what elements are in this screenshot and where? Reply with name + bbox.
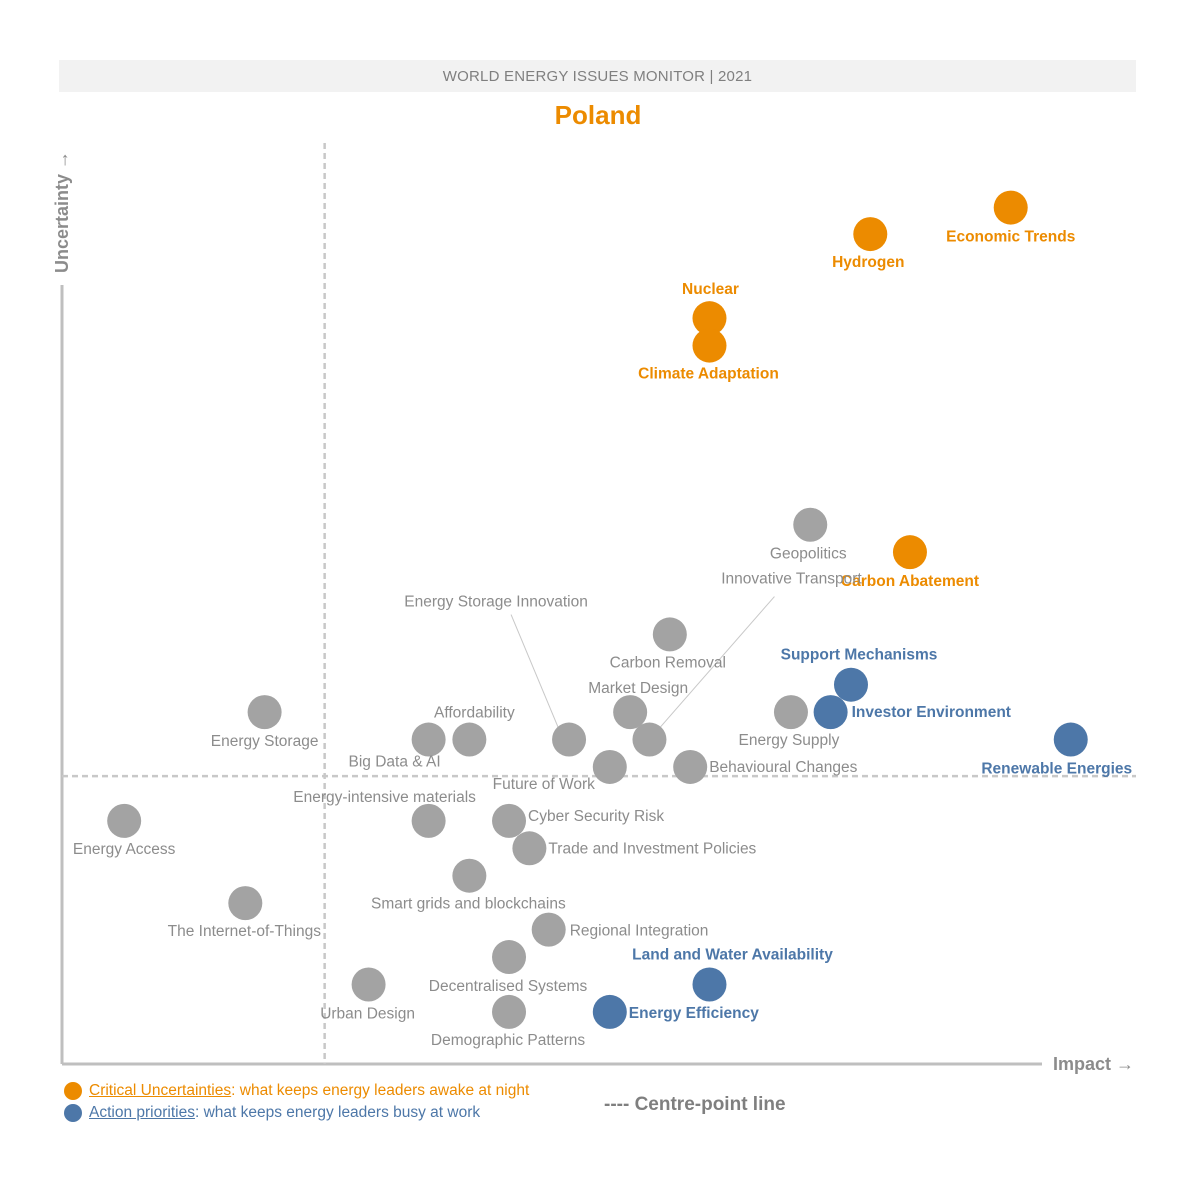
label-big-data-ai: Big Data & AI — [349, 754, 441, 771]
legend-action-marker — [64, 1104, 82, 1122]
legend-critical-marker — [64, 1082, 82, 1100]
label-economic-trends: Economic Trends — [946, 229, 1075, 246]
label-cyber-security-risk: Cyber Security Risk — [528, 808, 664, 825]
point-future-of-work — [592, 749, 627, 784]
legend-critical: Critical Uncertainties : what keeps ener… — [64, 1082, 529, 1100]
label-smart-grids-and-blockchains: Smart grids and blockchains — [371, 896, 566, 913]
point-investor-environment — [813, 695, 848, 730]
label-energy-intensive-materials: Energy-intensive materials — [293, 789, 476, 806]
report-banner: WORLD ENERGY ISSUES MONITOR | 2021 — [59, 60, 1136, 92]
point-land-and-water-availability — [692, 967, 727, 1002]
leader-innovative-transport — [649, 596, 775, 740]
point-carbon-removal — [652, 617, 687, 652]
legend-critical-text: : what keeps energy leaders awake at nig… — [231, 1082, 530, 1099]
x-axis-label: Impact → — [1053, 1054, 1134, 1074]
label-future-of-work: Future of Work — [493, 776, 595, 793]
label-nuclear: Nuclear — [682, 281, 739, 298]
label-urban-design: Urban Design — [320, 1005, 415, 1022]
leader-energy-storage-innovation — [510, 614, 560, 730]
point-smart-grids-and-blockchains — [452, 858, 487, 893]
point-energy-storage — [247, 695, 282, 730]
point-energy-access — [107, 803, 142, 838]
point-climate-adaptation — [692, 328, 727, 363]
label-climate-adaptation: Climate Adaptation — [638, 366, 779, 383]
label-market-design: Market Design — [588, 680, 688, 697]
label-energy-storage: Energy Storage — [211, 733, 319, 750]
label-energy-supply: Energy Supply — [739, 732, 840, 749]
point-affordability — [452, 722, 487, 757]
label-carbon-abatement: Carbon Abatement — [841, 573, 979, 590]
label-decentralised-systems: Decentralised Systems — [429, 978, 588, 995]
label-energy-storage-innovation: Energy Storage Innovation — [404, 594, 588, 611]
label-energy-efficiency: Energy Efficiency — [629, 1005, 759, 1022]
point-energy-storage-innovation — [552, 722, 587, 757]
label-demographic-patterns: Demographic Patterns — [431, 1032, 585, 1049]
legend-action-key: Action priorities — [89, 1104, 195, 1121]
legend-centre-line: ---- Centre-point line — [604, 1094, 786, 1115]
point-energy-efficiency — [592, 994, 627, 1029]
leader-lines — [510, 596, 775, 740]
point-demographic-patterns — [492, 994, 527, 1029]
point-nuclear — [692, 301, 727, 336]
point-behavioural-changes — [673, 749, 708, 784]
label-hydrogen: Hydrogen — [832, 254, 904, 271]
point-hydrogen — [853, 217, 888, 252]
label-innovative-transport: Innovative Transport — [721, 571, 862, 588]
points-layer — [107, 190, 1088, 1029]
point-cyber-security-risk — [492, 803, 527, 838]
labels-layer: Economic Trends Hydrogen Nuclear Climate Ad… — [73, 229, 1132, 1049]
label-carbon-removal: Carbon Removal — [610, 654, 726, 671]
point-the-internet-of-things — [228, 886, 263, 921]
label-land-and-water-availability: Land and Water Availability — [632, 946, 833, 963]
point-support-mechanisms — [833, 667, 868, 702]
y-axis-label: Uncertainty → — [52, 151, 72, 273]
point-decentralised-systems — [492, 940, 527, 975]
label-investor-environment: Investor Environment — [852, 704, 1011, 721]
point-renewable-energies — [1053, 722, 1088, 757]
label-renewable-energies: Renewable Energies — [981, 761, 1132, 778]
point-economic-trends — [993, 190, 1028, 225]
point-market-design — [613, 695, 648, 730]
point-big-data-ai — [411, 722, 446, 757]
legend-action-text: : what keeps energy leaders busy at work — [194, 1104, 481, 1121]
label-support-mechanisms: Support Mechanisms — [781, 647, 938, 664]
legend-action: Action priorities : what keeps energy le… — [64, 1104, 480, 1122]
point-energy-intensive-materials — [411, 803, 446, 838]
point-energy-supply — [773, 695, 808, 730]
point-regional-integration — [531, 912, 566, 947]
label-the-internet-of-things: The Internet-of-Things — [168, 923, 322, 940]
label-energy-access: Energy Access — [73, 841, 176, 858]
label-affordability: Affordability — [434, 705, 515, 722]
point-geopolitics — [793, 507, 828, 542]
label-trade-and-investment-policies: Trade and Investment Policies — [548, 840, 756, 857]
label-behavioural-changes: Behavioural Changes — [709, 759, 857, 776]
chart-title: Poland — [554, 100, 642, 130]
legend-critical-key: Critical Uncertainties — [89, 1082, 232, 1099]
point-carbon-abatement — [892, 535, 927, 570]
label-regional-integration: Regional Integration — [570, 923, 709, 940]
axes-layer: Impact → Uncertainty → — [52, 143, 1136, 1074]
point-innovative-transport — [632, 722, 667, 757]
point-urban-design — [351, 967, 386, 1002]
point-trade-and-investment-policies — [512, 831, 547, 866]
label-geopolitics: Geopolitics — [770, 546, 847, 563]
